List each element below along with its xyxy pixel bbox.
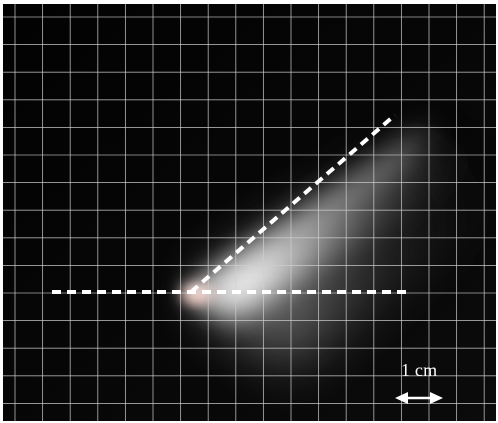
scale-bar (395, 392, 443, 404)
scale-bar-right-arrowhead (430, 392, 443, 404)
plume-direction-line (189, 113, 397, 294)
scale-bar-label: 1 cm (401, 360, 438, 380)
scale-bar-left-arrowhead (395, 392, 408, 404)
lower-plume-spread (193, 291, 341, 348)
angle-guides (52, 113, 409, 294)
plume-photograph: 1 cm (3, 4, 496, 421)
plume-scene (3, 4, 496, 421)
light-plume (175, 64, 496, 371)
plume-axis-highlight (190, 122, 433, 306)
